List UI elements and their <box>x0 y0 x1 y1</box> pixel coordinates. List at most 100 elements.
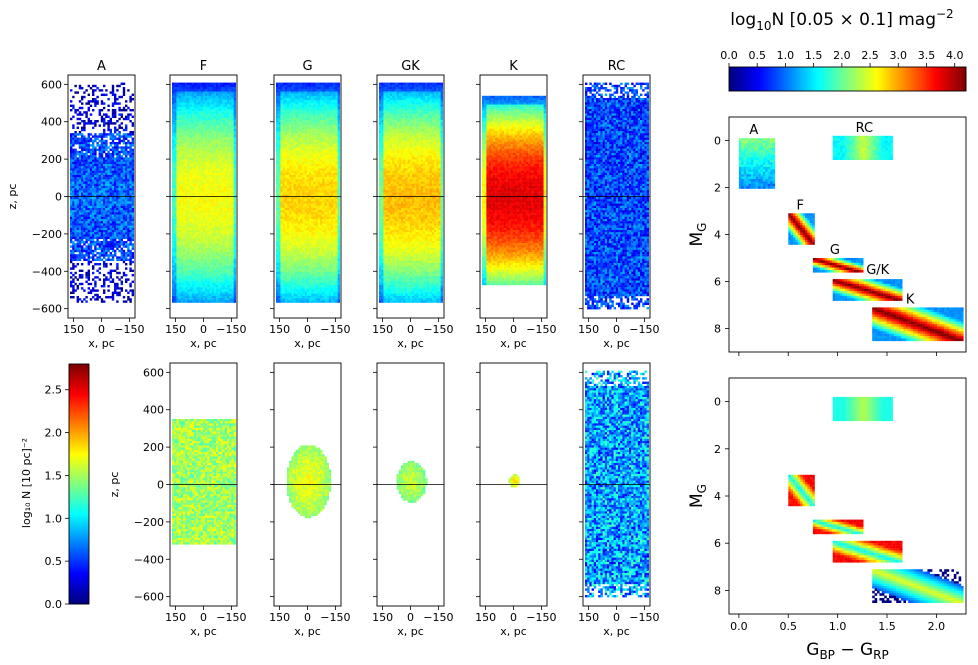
heatmap-cell <box>194 170 197 173</box>
heatmap-cell <box>213 245 217 248</box>
heatmap-cell <box>109 120 112 123</box>
heatmap-cell <box>198 95 201 99</box>
heatmap-cell <box>183 164 186 167</box>
heatmap-cell <box>224 223 228 226</box>
heatmap-cell <box>96 159 99 162</box>
heatmap-cell <box>224 247 228 250</box>
heatmap-cell <box>103 84 106 88</box>
heatmap-cell <box>200 278 203 281</box>
heatmap-cell <box>187 157 190 160</box>
heatmap-cell <box>211 252 214 255</box>
heatmap-cell <box>83 164 86 167</box>
heatmap-cell <box>74 276 77 279</box>
heatmap-cell <box>213 144 217 147</box>
heatmap-cell <box>180 252 184 255</box>
heatmap-cell <box>96 276 99 279</box>
heatmap-cell <box>83 199 86 202</box>
heatmap-cell <box>218 117 221 121</box>
heatmap-cell <box>118 139 121 143</box>
heatmap-cell <box>180 137 184 140</box>
heatmap-cell <box>227 234 230 237</box>
heatmap-cell <box>191 234 195 237</box>
heatmap-cell <box>213 133 217 136</box>
heatmap-cell <box>198 243 201 246</box>
heatmap-cell <box>78 212 82 215</box>
heatmap-cell <box>224 84 228 88</box>
heatmap-cell <box>222 87 225 90</box>
heatmap-cell <box>94 208 97 211</box>
heatmap-cell <box>74 139 77 143</box>
heatmap-cell <box>178 212 181 215</box>
heatmap-cell <box>70 190 73 193</box>
heatmap-cell <box>227 254 230 257</box>
heatmap-cell <box>213 192 217 195</box>
heatmap-cell <box>87 271 90 275</box>
heatmap-cell <box>89 87 93 90</box>
heatmap-cell <box>227 269 230 272</box>
heatmap-cell <box>196 254 199 257</box>
heatmap-cell <box>107 230 110 233</box>
heatmap-cell <box>127 135 130 138</box>
heatmap-cell <box>89 153 93 156</box>
heatmap-cell <box>229 153 232 156</box>
heatmap-cell <box>209 168 212 171</box>
heatmap-cells <box>172 82 236 303</box>
heatmap-cell <box>94 155 97 158</box>
heatmap-cell <box>185 269 188 272</box>
heatmap-cell <box>100 249 104 253</box>
heatmap-cell <box>125 188 128 191</box>
heatmap-cell <box>227 260 230 264</box>
heatmap-cell <box>216 203 219 206</box>
heatmap-cell <box>92 296 95 299</box>
heatmap-cell <box>96 252 99 255</box>
heatmap-cell <box>180 280 184 283</box>
heatmap-cell <box>213 87 217 90</box>
heatmap-cell <box>205 216 208 220</box>
heatmap-cell <box>122 234 126 237</box>
heatmap-cell <box>70 249 73 253</box>
heatmap-cell <box>178 256 181 259</box>
heatmap-cell <box>216 291 219 294</box>
heatmap-cell <box>120 203 123 206</box>
heatmap-cell <box>89 100 93 103</box>
heatmap-cell <box>74 219 77 222</box>
heatmap-cell <box>127 252 130 255</box>
heatmap-cell <box>205 256 208 259</box>
heatmap-cell <box>229 170 232 173</box>
heatmap-cell <box>109 197 112 200</box>
heatmap-cell <box>227 194 230 198</box>
heatmap-cell <box>127 208 130 211</box>
heatmap-cell <box>187 241 190 244</box>
heatmap-cell <box>231 280 234 283</box>
heatmap-cell <box>94 247 97 250</box>
heatmap-cell <box>116 164 119 167</box>
heatmap-cell <box>98 234 101 237</box>
heatmap-cell <box>209 137 212 140</box>
heatmap-cell <box>87 183 90 187</box>
heatmap-cell <box>205 199 208 202</box>
heatmap-cell <box>222 161 225 165</box>
heatmap-cell <box>216 109 219 112</box>
heatmap-cell <box>185 98 188 101</box>
heatmap-cell <box>172 186 175 189</box>
heatmap-cell <box>85 122 88 125</box>
heatmap-cell <box>183 115 186 118</box>
heatmap-cell <box>125 104 128 107</box>
heatmap-cell <box>180 148 184 151</box>
heatmap-cell <box>94 146 97 149</box>
heatmap-cell <box>224 287 228 290</box>
heatmap-cell <box>122 199 126 202</box>
heatmap-cell <box>185 111 188 114</box>
heatmap-cell <box>229 126 232 129</box>
heatmap-cell <box>185 155 188 158</box>
panel-title: A <box>97 59 106 74</box>
heatmap-cell <box>200 223 203 226</box>
heatmap-cell <box>178 135 181 138</box>
heatmap-cell <box>233 199 236 202</box>
heatmap-cell <box>209 219 212 222</box>
heatmap-cell <box>202 95 206 99</box>
heatmap-cell <box>220 267 223 270</box>
heatmap-cell <box>218 87 221 90</box>
heatmap-cell <box>100 188 104 191</box>
heatmap-cell <box>122 249 126 253</box>
